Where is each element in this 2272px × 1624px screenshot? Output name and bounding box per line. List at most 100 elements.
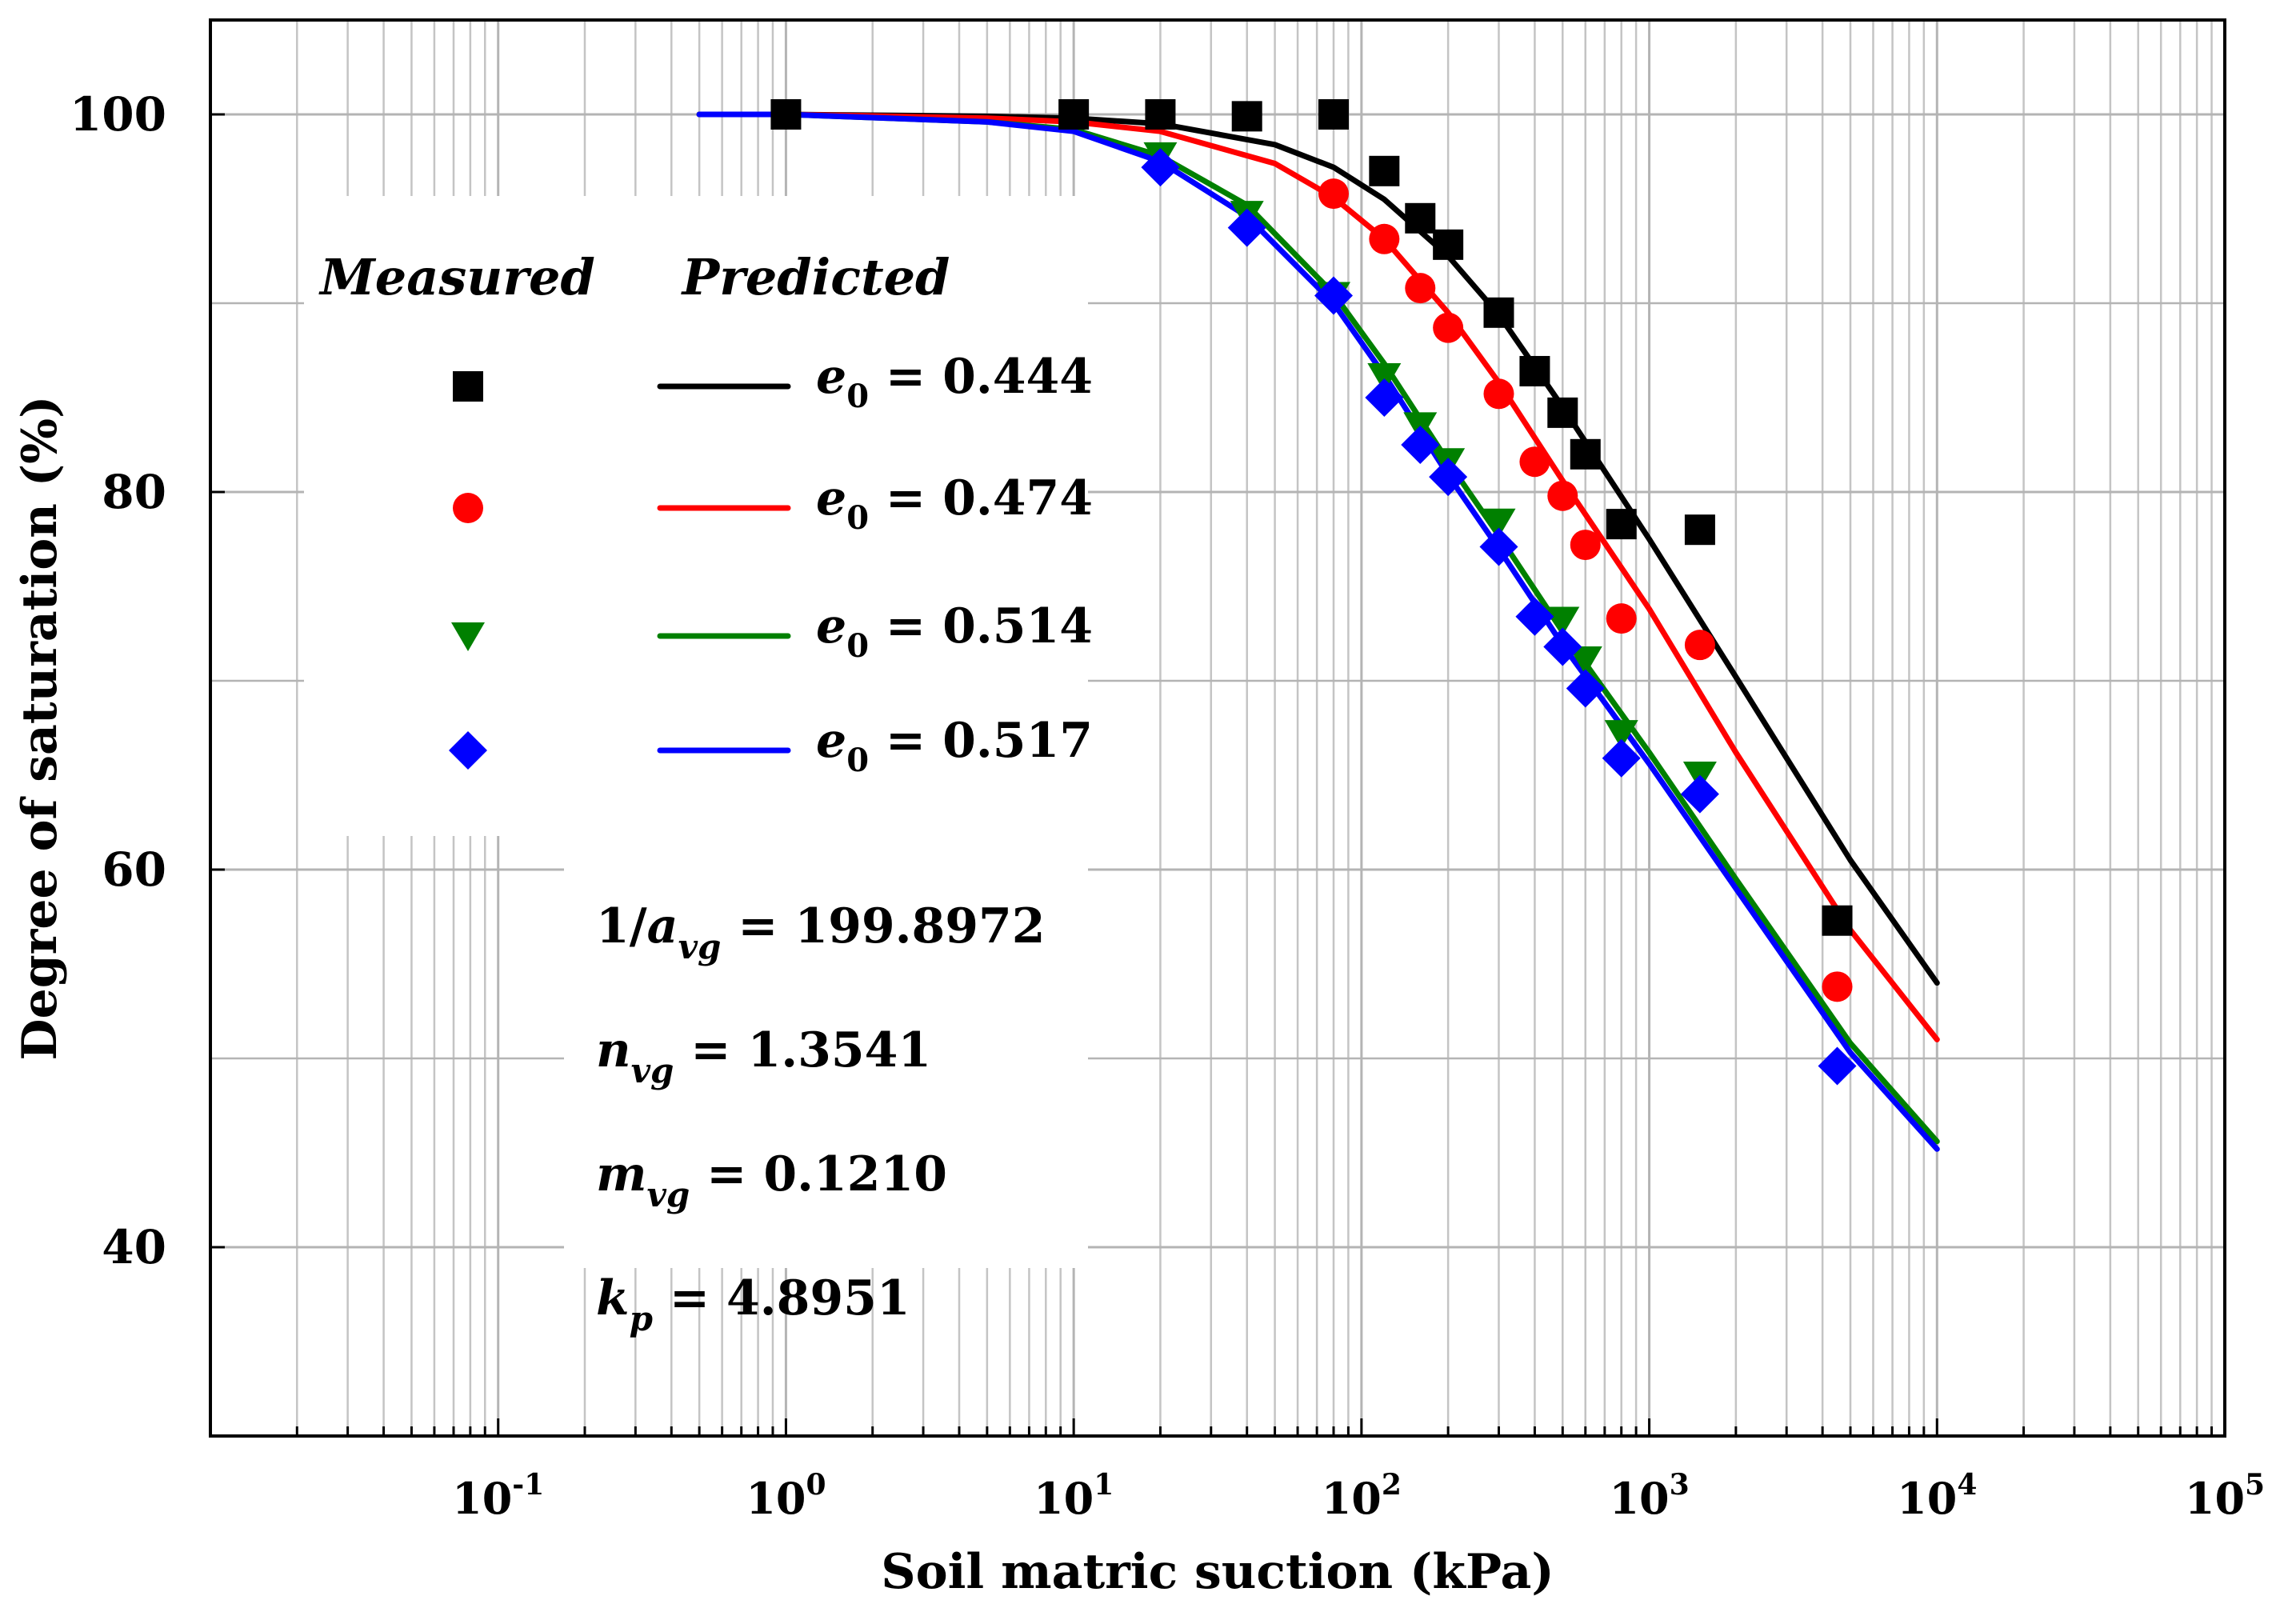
legend-label-1: e0 = 0.444	[816, 349, 1093, 415]
measured-point	[1479, 527, 1518, 566]
measured-point	[1145, 99, 1176, 130]
x-tick-label: 10-1	[452, 1468, 544, 1524]
legend-marker-3	[451, 622, 485, 651]
y-tick-label: 80	[102, 465, 166, 519]
legend-label-subscript: 0	[846, 742, 869, 779]
x-tick-labels: 10-1 100 101 102 103 104 105	[452, 1468, 2265, 1524]
measured-point	[1684, 514, 1715, 546]
measured-point	[1604, 720, 1638, 750]
x-tick-label-base: 10	[2185, 1473, 2245, 1524]
legend-label-3: e0 = 0.514	[816, 598, 1093, 665]
legend-label-value: = 0.474	[869, 470, 1093, 526]
y-axis-label: Degree of saturation (%)	[12, 395, 68, 1060]
x-tick-label: 103	[1609, 1468, 1689, 1524]
x-tick-label: 101	[1034, 1468, 1114, 1524]
parameter-symbol: n	[596, 1022, 631, 1078]
measured-series-2	[1318, 178, 1853, 1002]
x-tick-label-base: 10	[1897, 1473, 1957, 1524]
measured-point	[1547, 480, 1578, 511]
measured-point	[1822, 971, 1853, 1002]
measured-point	[1680, 774, 1719, 814]
y-tick-label: 40	[102, 1220, 166, 1274]
legend-label-value: = 0.517	[869, 713, 1093, 769]
measured-point	[1822, 905, 1853, 936]
measured-point	[1318, 178, 1349, 210]
parameter-value: = 199.8972	[721, 898, 1045, 954]
legend-marker-4	[449, 731, 487, 770]
measured-point	[1570, 438, 1601, 470]
x-tick-label-exponent: 0	[806, 1468, 826, 1502]
measured-point	[1365, 378, 1404, 417]
x-tick-label-base: 10	[746, 1473, 806, 1524]
parameter-value: = 0.1210	[690, 1146, 947, 1202]
parameter-prefix: 1/	[596, 898, 647, 954]
measured-point	[1314, 276, 1353, 315]
measured-point	[1429, 458, 1468, 497]
measured-point	[1606, 509, 1637, 540]
measured-point	[1543, 627, 1582, 666]
measured-point	[1401, 426, 1440, 464]
measured-point	[1433, 312, 1464, 343]
y-tick-label: 60	[102, 842, 166, 897]
parameter-value: = 4.8951	[653, 1270, 910, 1326]
parameter-subscript: p	[630, 1299, 653, 1338]
measured-point	[1482, 508, 1516, 538]
x-axis-label: Soil matric suction (kPa)	[881, 1544, 1554, 1600]
measured-markers	[770, 99, 1857, 1086]
measured-point	[1684, 630, 1715, 661]
measured-point	[1547, 397, 1578, 428]
x-tick-label: 100	[746, 1468, 826, 1524]
legend-label-4: e0 = 0.517	[816, 713, 1093, 779]
x-tick-label-base: 10	[1322, 1473, 1382, 1524]
parameter-2: nvg = 1.3541	[596, 1022, 931, 1090]
measured-point	[1367, 363, 1402, 393]
x-tick-label-exponent: 4	[1957, 1468, 1977, 1502]
measured-point	[1227, 208, 1266, 247]
x-tick-label: 104	[1897, 1468, 1977, 1524]
legend-label-subscript: 0	[846, 499, 869, 537]
parameter-subscript: vg	[647, 1175, 690, 1214]
x-tick-label-exponent: 1	[1094, 1468, 1114, 1502]
measured-point	[1483, 378, 1514, 410]
measured-point	[1405, 273, 1436, 304]
legend-label-value: = 0.444	[869, 349, 1093, 405]
x-tick-label-exponent: 2	[1382, 1468, 1402, 1502]
parameter-symbol: m	[596, 1146, 647, 1202]
measured-point	[1570, 530, 1601, 561]
measured-point	[1231, 101, 1262, 132]
legend-box-lower	[564, 836, 1088, 1268]
legend-measured-title: Measured	[318, 248, 595, 306]
measured-series-4	[1141, 148, 1857, 1086]
measured-point	[1141, 148, 1180, 187]
measured-point	[1602, 738, 1641, 778]
legend-label-symbol: e	[816, 598, 846, 654]
x-tick-label-base: 10	[1034, 1473, 1094, 1524]
x-tick-label-exponent: 5	[2245, 1468, 2265, 1502]
parameter-value: = 1.3541	[674, 1022, 931, 1078]
x-tick-label: 105	[2185, 1468, 2265, 1524]
measured-point	[770, 99, 802, 130]
parameter-symbol: a	[647, 898, 678, 954]
measured-point	[1515, 597, 1554, 636]
x-tick-label: 102	[1322, 1468, 1402, 1524]
legend-box-upper	[304, 196, 1088, 836]
legend-label-subscript: 0	[846, 378, 869, 415]
parameter-subscript: vg	[631, 1051, 674, 1090]
legend-label-symbol: e	[816, 349, 846, 405]
y-tick-labels: 40 60 80 100	[70, 87, 166, 1274]
legend-label-subscript: 0	[846, 627, 869, 665]
measured-point	[1568, 646, 1602, 676]
plot-frame	[209, 18, 2226, 1438]
measured-point	[1433, 229, 1464, 260]
measured-point	[1369, 223, 1400, 254]
measured-point	[1606, 603, 1637, 634]
parameter-subscript: vg	[678, 927, 722, 966]
legend-label-symbol: e	[816, 470, 846, 526]
measured-point	[1318, 99, 1349, 130]
legend-label-symbol: e	[816, 713, 846, 769]
parameter-3: mvg = 0.1210	[596, 1146, 947, 1214]
measured-point	[1405, 202, 1436, 234]
